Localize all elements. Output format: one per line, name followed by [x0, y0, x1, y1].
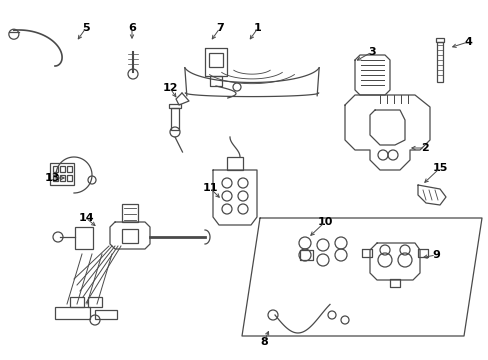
Text: 9: 9 [431, 250, 439, 260]
Text: 13: 13 [44, 173, 60, 183]
Bar [75, 227, 93, 249]
Bar [53, 175, 58, 181]
Bar [171, 108, 179, 130]
Text: 10: 10 [317, 217, 332, 227]
Bar [436, 42, 442, 82]
Bar [122, 229, 138, 243]
Text: 1: 1 [254, 23, 262, 33]
Text: 2: 2 [420, 143, 428, 153]
Text: 8: 8 [260, 337, 267, 347]
Bar [88, 297, 102, 307]
Bar [95, 310, 117, 319]
Bar [226, 157, 243, 170]
Bar [55, 307, 90, 319]
Text: 14: 14 [78, 213, 94, 223]
Text: 6: 6 [128, 23, 136, 33]
Text: 4: 4 [463, 37, 471, 47]
Bar [435, 38, 443, 42]
Bar [50, 163, 74, 185]
Bar [208, 53, 223, 67]
Text: 15: 15 [431, 163, 447, 173]
Bar [53, 166, 58, 172]
Bar [67, 166, 72, 172]
Text: 7: 7 [216, 23, 224, 33]
Bar [60, 175, 65, 181]
Bar [67, 175, 72, 181]
Bar [122, 204, 138, 222]
Text: 12: 12 [162, 83, 177, 93]
Text: 5: 5 [82, 23, 90, 33]
Bar [70, 297, 84, 307]
Text: 11: 11 [202, 183, 217, 193]
Bar [60, 166, 65, 172]
Text: 3: 3 [367, 47, 375, 57]
Bar [169, 104, 181, 108]
